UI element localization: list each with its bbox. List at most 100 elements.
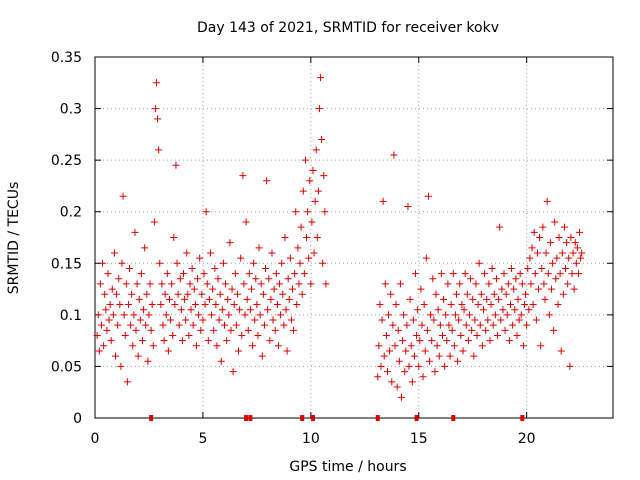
zero-marker [520, 415, 525, 421]
data-point [533, 249, 541, 257]
data-point [276, 280, 284, 288]
data-point [281, 234, 289, 241]
data-point [547, 285, 555, 293]
data-point [569, 249, 577, 257]
data-point [448, 326, 456, 334]
data-point [517, 311, 525, 319]
data-point [389, 321, 397, 329]
data-point [403, 321, 411, 329]
data-point [414, 306, 422, 314]
data-point [245, 270, 253, 278]
data-point [129, 342, 137, 350]
data-point [445, 321, 453, 329]
data-point [476, 321, 484, 329]
data-point [122, 280, 130, 288]
data-point [400, 311, 408, 319]
data-point [301, 156, 309, 164]
data-point [133, 280, 141, 288]
data-point [181, 295, 189, 303]
data-point [153, 79, 161, 87]
data-point [244, 326, 252, 334]
data-point [121, 331, 129, 339]
data-point [218, 306, 226, 314]
data-point [190, 285, 198, 293]
data-point [413, 331, 421, 339]
y-axis-label: SRMTID / TECUs [6, 182, 22, 295]
data-point [431, 368, 439, 376]
data-point [231, 270, 239, 278]
data-point [169, 331, 177, 339]
data-point [385, 311, 393, 319]
data-point [504, 280, 512, 288]
data-point [401, 368, 409, 376]
data-point [105, 316, 113, 324]
data-point [376, 301, 384, 309]
data-point [280, 321, 288, 329]
data-point [306, 177, 314, 185]
data-point [311, 197, 319, 205]
data-point [159, 321, 167, 329]
data-point [178, 337, 186, 345]
data-point [526, 254, 534, 262]
data-point [113, 290, 121, 298]
data-point [378, 316, 386, 324]
data-point [486, 337, 494, 345]
data-point [529, 301, 537, 309]
zero-marker [451, 415, 456, 421]
data-point [293, 301, 301, 309]
data-point [310, 249, 318, 257]
data-point [388, 378, 396, 386]
data-point [322, 280, 330, 288]
data-point [459, 347, 467, 355]
data-point [468, 326, 476, 334]
x-tick-label: 0 [91, 431, 100, 447]
data-point [284, 275, 292, 283]
data-point [274, 342, 282, 350]
data-point [135, 295, 143, 303]
data-point [288, 285, 296, 293]
data-point [136, 316, 144, 324]
data-point [461, 270, 469, 278]
data-point [123, 378, 131, 386]
data-point [472, 280, 480, 288]
data-point [249, 342, 257, 350]
data-point [437, 270, 445, 278]
data-point [464, 337, 472, 345]
data-point [313, 234, 321, 241]
data-point [271, 326, 279, 334]
data-point [458, 301, 466, 309]
data-point [263, 177, 271, 185]
data-point [451, 311, 459, 319]
zero-markers [149, 415, 525, 421]
data-point [535, 285, 543, 293]
data-point [393, 383, 401, 391]
data-point [120, 311, 128, 319]
data-point [503, 311, 511, 319]
data-point [449, 270, 457, 278]
data-point [516, 270, 524, 278]
data-point [555, 234, 563, 241]
data-point [410, 352, 418, 360]
data-point [134, 352, 142, 360]
data-point [267, 295, 275, 303]
data-point [460, 306, 468, 314]
data-point [566, 362, 574, 370]
data-point [442, 311, 450, 319]
data-point [434, 306, 442, 314]
data-point [286, 254, 294, 262]
data-point [494, 331, 502, 339]
data-point [567, 234, 575, 241]
data-point [149, 342, 157, 350]
data-points [93, 74, 586, 401]
data-point [117, 362, 125, 370]
data-point [187, 306, 195, 314]
data-point [145, 311, 153, 319]
y-tick-label: 0.05 [51, 359, 82, 375]
data-point [195, 311, 203, 319]
data-point [143, 290, 151, 298]
data-point [303, 234, 311, 241]
data-point [514, 295, 522, 303]
data-point [233, 290, 241, 298]
data-point [530, 228, 538, 236]
data-point [176, 275, 184, 283]
